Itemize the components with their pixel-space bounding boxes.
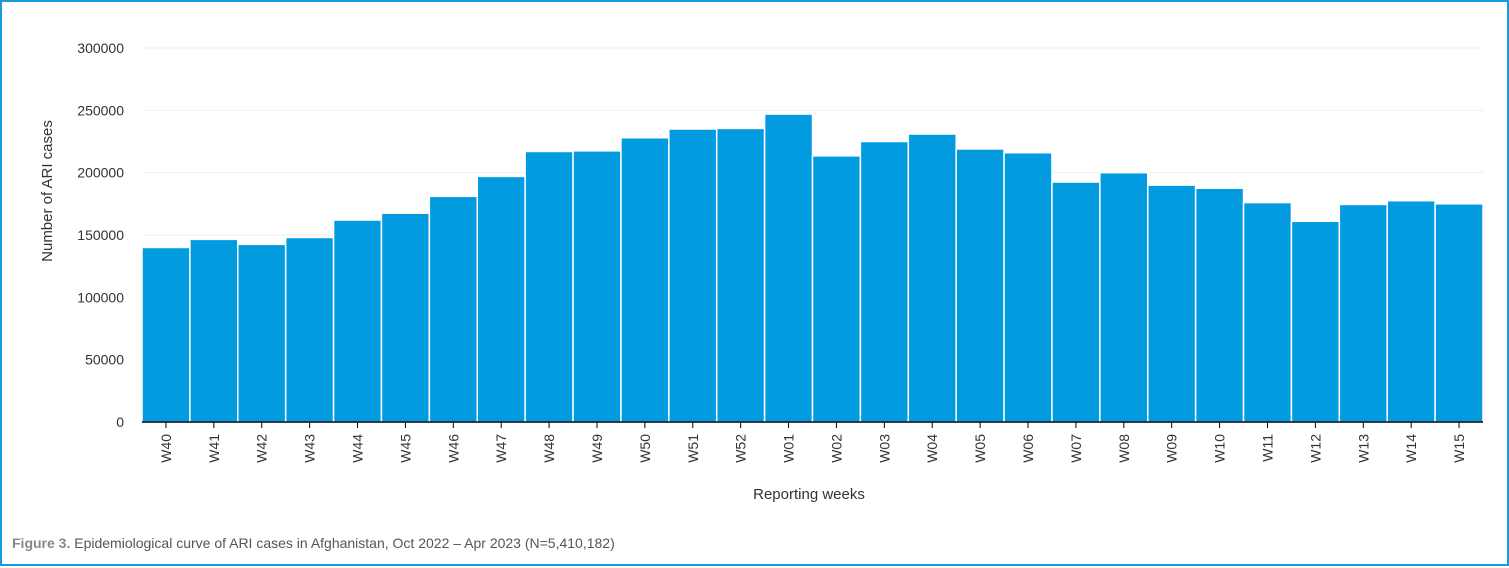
x-tick-label: W41 bbox=[206, 434, 222, 463]
bar-w15 bbox=[1434, 203, 1484, 423]
x-axis-title: Reporting weeks bbox=[753, 486, 865, 503]
bar-w47 bbox=[476, 175, 526, 423]
y-tick-label: 50000 bbox=[85, 352, 124, 368]
x-tick-label: W14 bbox=[1403, 434, 1419, 463]
bar-w49 bbox=[572, 150, 622, 423]
x-tick-label: W03 bbox=[876, 434, 892, 463]
bar-w48 bbox=[524, 150, 574, 423]
x-tick-label: W05 bbox=[972, 434, 988, 463]
x-tick-label: W44 bbox=[350, 434, 366, 463]
figure-caption: Figure 3. Epidemiological curve of ARI c… bbox=[12, 535, 615, 551]
bar-w13 bbox=[1338, 203, 1388, 423]
bar-w51 bbox=[668, 128, 718, 423]
x-tick-label: W02 bbox=[828, 434, 844, 463]
bar-w09 bbox=[1147, 184, 1197, 423]
y-tick-label: 250000 bbox=[77, 102, 124, 118]
bar-w05 bbox=[955, 148, 1005, 423]
bar-w45 bbox=[380, 212, 431, 423]
bar-w11 bbox=[1242, 201, 1293, 423]
y-tick-label: 200000 bbox=[77, 165, 124, 181]
bar-w02 bbox=[811, 155, 862, 423]
x-tick-label: W42 bbox=[254, 434, 270, 463]
x-tick-label: W40 bbox=[158, 434, 174, 463]
bar-w46 bbox=[428, 195, 479, 423]
y-tick-label: 150000 bbox=[77, 227, 124, 243]
x-tick-label: W52 bbox=[733, 434, 749, 463]
bar-w14 bbox=[1386, 199, 1436, 423]
figure-caption-label: Figure 3. bbox=[12, 535, 71, 551]
bar-w44 bbox=[332, 219, 383, 423]
bar-w10 bbox=[1194, 187, 1245, 423]
x-tick-label: W46 bbox=[445, 434, 461, 463]
x-tick-label: W08 bbox=[1116, 434, 1132, 463]
bar-w08 bbox=[1099, 171, 1149, 423]
y-axis-ticks: 0 50000 100000 150000 200000 250000 300000 bbox=[77, 40, 124, 430]
y-tick-label: 100000 bbox=[77, 289, 124, 305]
bar-w12 bbox=[1290, 220, 1341, 423]
x-axis-ticks: W40 W41 W42 W43 W44 W45 W46 W47 W48 W49 W50 W51 W52 W… bbox=[158, 422, 1467, 463]
bar-w43 bbox=[284, 236, 335, 423]
x-tick-label: W07 bbox=[1068, 434, 1084, 463]
x-tick-label: W11 bbox=[1259, 434, 1275, 462]
x-tick-label: W04 bbox=[924, 434, 940, 463]
x-tick-label: W45 bbox=[397, 434, 413, 463]
bar-w07 bbox=[1051, 181, 1101, 423]
x-tick-label: W43 bbox=[302, 434, 318, 463]
bar-w01 bbox=[763, 113, 814, 423]
x-tick-label: W51 bbox=[685, 434, 701, 463]
x-tick-label: W15 bbox=[1451, 434, 1467, 463]
bar-w50 bbox=[620, 137, 670, 423]
bar-w41 bbox=[189, 238, 239, 423]
bar-w52 bbox=[715, 127, 766, 423]
x-tick-label: W10 bbox=[1212, 434, 1228, 463]
bar-w03 bbox=[859, 140, 910, 423]
y-tick-label: 0 bbox=[116, 414, 124, 430]
figure-caption-text: Epidemiological curve of ARI cases in Af… bbox=[70, 535, 615, 551]
bar-w42 bbox=[237, 243, 287, 423]
x-tick-label: W49 bbox=[589, 434, 605, 463]
x-tick-label: W06 bbox=[1020, 434, 1036, 463]
x-tick-label: W13 bbox=[1355, 434, 1371, 463]
x-tick-label: W47 bbox=[493, 434, 509, 463]
y-tick-label: 300000 bbox=[77, 40, 124, 56]
bar-w04 bbox=[907, 133, 957, 423]
x-tick-label: W01 bbox=[781, 434, 797, 463]
x-tick-label: W09 bbox=[1164, 434, 1180, 463]
x-tick-label: W48 bbox=[541, 434, 557, 463]
x-tick-label: W12 bbox=[1307, 434, 1323, 463]
bar-w06 bbox=[1003, 151, 1053, 423]
bars bbox=[141, 113, 1484, 423]
bar-w40 bbox=[141, 246, 191, 423]
y-axis-title: Number of ARI cases bbox=[39, 120, 56, 262]
x-tick-label: W50 bbox=[637, 434, 653, 463]
